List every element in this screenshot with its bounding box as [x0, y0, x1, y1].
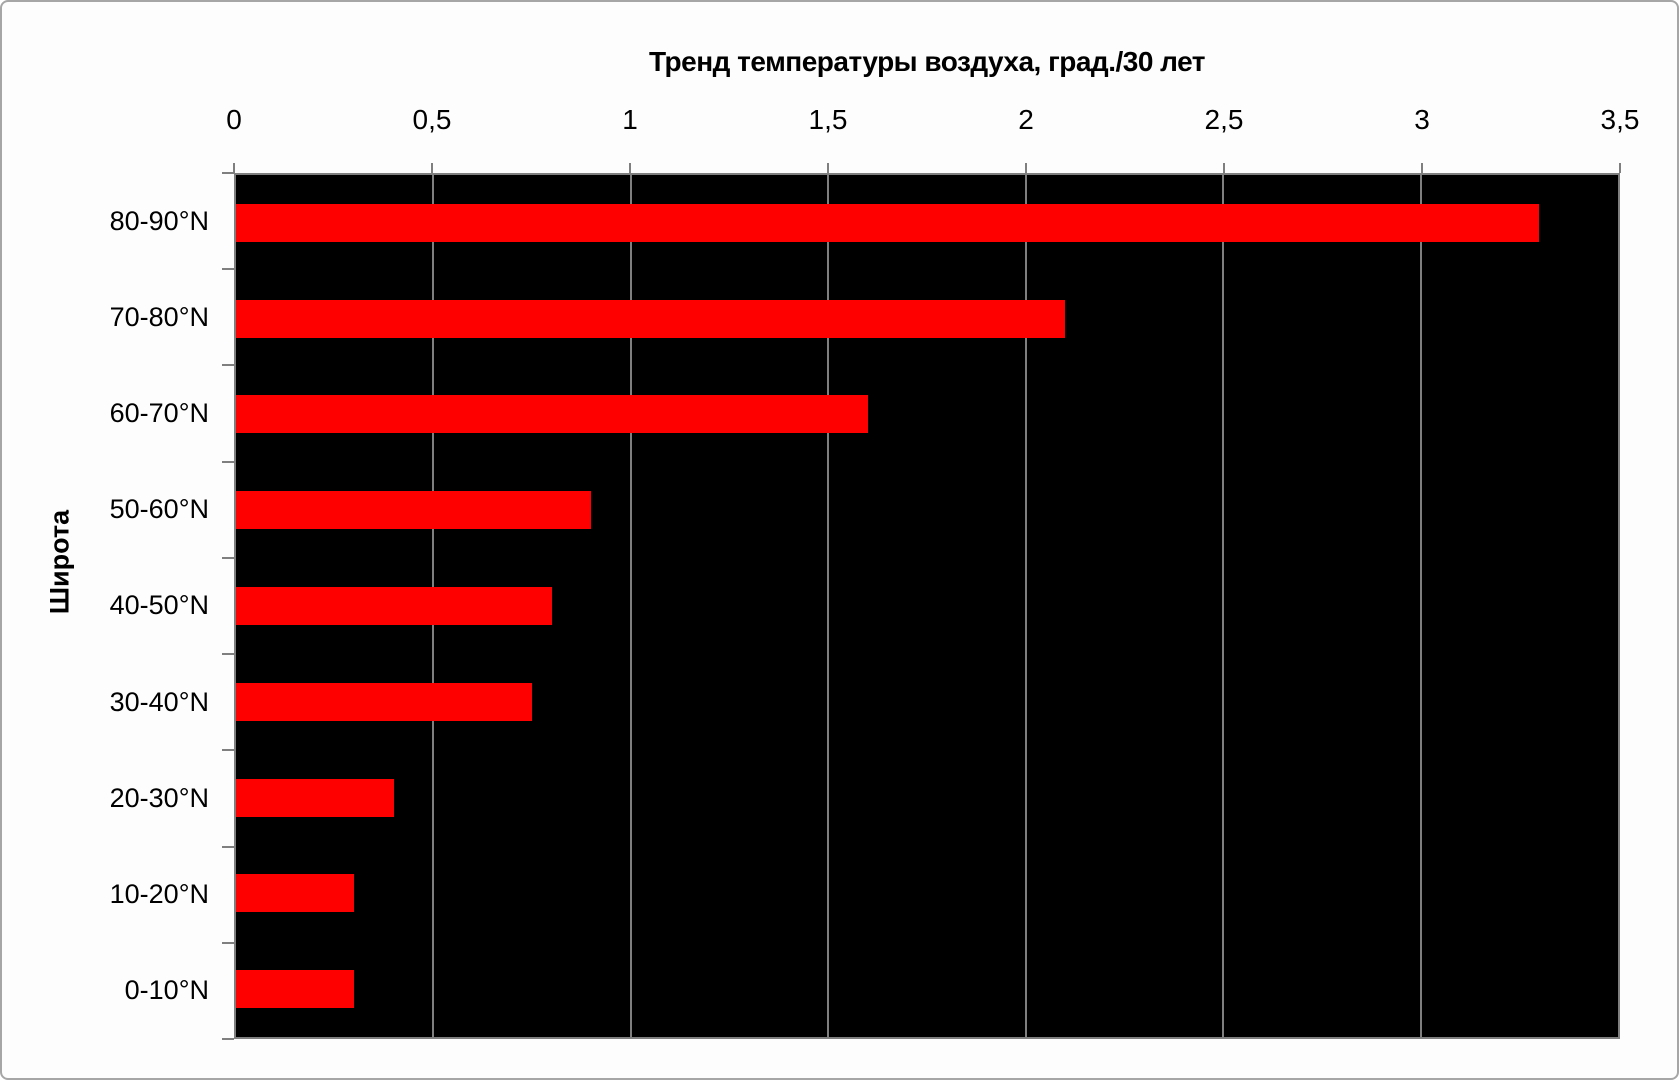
- bar: [236, 203, 1540, 242]
- bar: [236, 299, 1066, 338]
- bar: [236, 970, 355, 1009]
- bar: [236, 395, 868, 434]
- x-tick-label: 1,5: [808, 104, 848, 135]
- x-tick-mark: [1421, 163, 1423, 173]
- y-tick-mark: [222, 1038, 234, 1040]
- y-category-label: 80-90°N: [109, 205, 209, 236]
- y-tick-mark: [222, 749, 234, 752]
- y-category-label: 0-10°N: [124, 975, 209, 1006]
- bar: [236, 874, 355, 913]
- bar: [236, 682, 533, 721]
- y-axis-tick-marks: [222, 172, 234, 1040]
- y-tick-mark: [222, 460, 234, 463]
- plot-area: [234, 173, 1620, 1039]
- x-tick-mark: [1223, 163, 1225, 173]
- y-category-label: 60-70°N: [109, 398, 209, 429]
- x-tick-label: 3: [1414, 104, 1430, 135]
- y-category-label: 50-60°N: [109, 494, 209, 525]
- y-category-label: 40-50°N: [109, 590, 209, 621]
- y-category-label: 10-20°N: [109, 879, 209, 910]
- gridline: [1024, 175, 1027, 1037]
- gridline: [1222, 175, 1225, 1037]
- x-tick-mark: [827, 163, 829, 173]
- gridline: [827, 175, 830, 1037]
- y-tick-mark: [222, 653, 234, 656]
- y-tick-mark: [222, 172, 234, 174]
- gridline: [1419, 175, 1422, 1037]
- chart-title: Тренд температуры воздуха, град./30 лет: [648, 46, 1206, 77]
- y-tick-mark: [222, 845, 234, 848]
- x-tick-label: 0,5: [412, 104, 452, 135]
- x-tick-mark: [628, 163, 631, 173]
- y-category-label: 20-30°N: [109, 782, 209, 813]
- x-tick-label: 2,5: [1204, 104, 1244, 135]
- x-axis-tick-labels: 0 0,5 1 1,5 2 2,5 3 3,5: [226, 104, 1639, 140]
- y-axis-title: Широта: [44, 509, 75, 615]
- x-tick-mark: [430, 163, 433, 173]
- y-category-label: 70-80°N: [109, 301, 209, 332]
- y-tick-mark: [222, 941, 234, 944]
- x-axis-tick-marks: [233, 163, 1621, 173]
- x-tick-mark: [233, 163, 235, 173]
- x-tick-mark: [1024, 163, 1027, 173]
- x-tick-label: 2: [1018, 104, 1034, 135]
- x-tick-label: 3,5: [1600, 104, 1640, 135]
- y-tick-mark: [222, 268, 234, 271]
- x-tick-label: 1: [622, 104, 638, 135]
- y-category-label: 30-40°N: [109, 686, 209, 717]
- x-tick-mark: [1619, 163, 1621, 173]
- y-tick-mark: [222, 556, 234, 559]
- y-tick-mark: [222, 364, 234, 367]
- x-tick-label: 0: [226, 104, 242, 135]
- bar: [236, 587, 552, 625]
- bar: [236, 778, 394, 817]
- y-axis-category-labels: 80-90°N 70-80°N 60-70°N 50-60°N 40-50°N 30-40…: [2, 173, 209, 1039]
- bar: [236, 491, 592, 530]
- gridline: [629, 175, 632, 1037]
